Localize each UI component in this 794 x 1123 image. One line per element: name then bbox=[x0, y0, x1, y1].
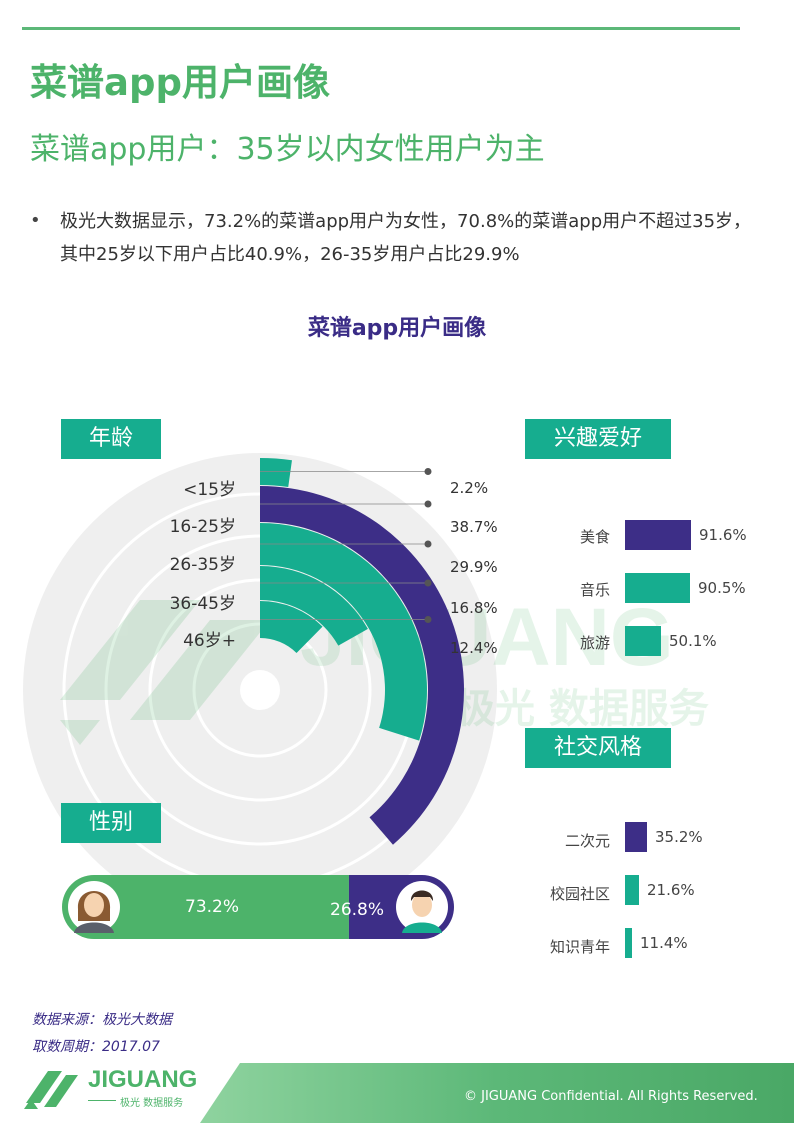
social-value-label: 11.4% bbox=[640, 934, 688, 952]
interest-category: 音乐 bbox=[579, 581, 610, 599]
social-bar bbox=[625, 875, 639, 905]
age-value-label: 38.7% bbox=[450, 518, 498, 536]
page-subtitle: 菜谱app用户：35岁以内女性用户为主 bbox=[30, 132, 545, 167]
age-arc bbox=[260, 566, 368, 646]
social-category: 二次元 bbox=[564, 832, 610, 850]
age-value-label: 16.8% bbox=[450, 599, 498, 617]
social-category: 校园社区 bbox=[549, 885, 610, 903]
female-percentage: 73.2% bbox=[185, 897, 240, 917]
watermark-logo bbox=[60, 600, 270, 745]
bullet-icon: • bbox=[30, 210, 41, 231]
age-arc bbox=[260, 523, 427, 741]
age-label: 46岁+ bbox=[183, 631, 236, 651]
logo-rule bbox=[88, 1100, 116, 1101]
copyright: © JIGUANG Confidential. All Rights Reser… bbox=[464, 1089, 758, 1104]
interest-bar bbox=[625, 626, 661, 656]
age-section-label: 年龄 bbox=[61, 419, 161, 459]
age-value-label: 12.4% bbox=[450, 639, 498, 657]
age-leader-dot bbox=[424, 616, 432, 623]
social-section-label: 社交风格 bbox=[525, 728, 671, 768]
social-category: 知识青年 bbox=[549, 938, 610, 956]
age-radial-bars bbox=[260, 458, 465, 845]
male-avatar-icon bbox=[396, 881, 448, 933]
summary-text: 极光大数据显示，73.2%的菜谱app用户为女性，70.8%的菜谱app用户不超… bbox=[60, 211, 752, 265]
social-value-label: 35.2% bbox=[655, 828, 703, 846]
age-arc bbox=[260, 486, 465, 845]
top-divider bbox=[22, 27, 740, 30]
age-leader-dot bbox=[424, 500, 432, 508]
interest-section-label: 兴趣爱好 bbox=[525, 419, 671, 459]
age-value-label: 29.9% bbox=[450, 558, 498, 576]
age-label: 36-45岁 bbox=[169, 594, 236, 614]
interest-category: 旅游 bbox=[579, 634, 610, 652]
social-value-label: 21.6% bbox=[647, 881, 695, 899]
age-leader-dot bbox=[424, 468, 432, 475]
age-arc bbox=[260, 601, 323, 654]
data-period: 取数周期：2017.07 bbox=[32, 1039, 160, 1055]
interest-bar bbox=[625, 520, 691, 550]
interest-value-label: 90.5% bbox=[698, 579, 746, 597]
watermark-text: 极光 数据服务 bbox=[455, 686, 709, 732]
interest-bar bbox=[625, 573, 690, 603]
age-label: 16-25岁 bbox=[169, 517, 236, 537]
data-source: 数据来源：极光大数据 bbox=[32, 1012, 172, 1028]
social-bar bbox=[625, 928, 632, 958]
gender-bar bbox=[62, 875, 454, 939]
interest-value-label: 50.1% bbox=[669, 632, 717, 650]
logo-text: JIGUANG bbox=[88, 1066, 198, 1093]
interest-category: 美食 bbox=[579, 528, 610, 546]
social-bar bbox=[625, 822, 647, 852]
age-leader-dot bbox=[424, 540, 432, 548]
chart-title: 菜谱app用户画像 bbox=[307, 316, 487, 341]
female-avatar-icon bbox=[68, 881, 120, 933]
male-percentage: 26.8% bbox=[330, 900, 385, 920]
interest-value-label: 91.6% bbox=[699, 526, 747, 544]
logo-subtext: 极光 数据服务 bbox=[120, 1098, 184, 1109]
age-label: <15岁 bbox=[183, 480, 236, 500]
gender-section-label: 性别 bbox=[61, 803, 161, 843]
age-arc bbox=[260, 458, 292, 487]
age-value-label: 2.2% bbox=[450, 479, 489, 497]
age-leader-dot bbox=[424, 579, 432, 587]
age-leader-lines bbox=[260, 468, 432, 623]
page-title: 菜谱app用户画像 bbox=[30, 61, 330, 104]
age-label: 26-35岁 bbox=[169, 555, 236, 575]
jiguang-logo-icon bbox=[24, 1071, 78, 1109]
footer-band bbox=[200, 1063, 794, 1123]
